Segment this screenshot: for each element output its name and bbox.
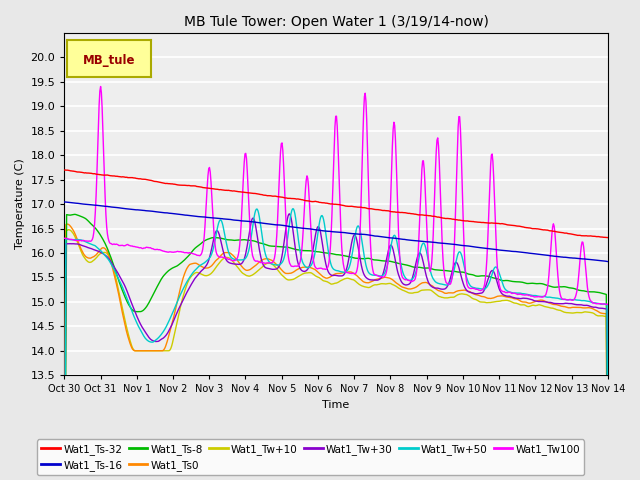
Wat1_Ts0 <box>403 286 411 291</box>
Wat1_Tw100 <box>211 239 219 245</box>
Line: Wat1_Tw+10: Wat1_Tw+10 <box>65 229 608 480</box>
Wat1_Tw+50 <box>70 237 78 242</box>
Wat1_Tw+30 <box>181 293 189 299</box>
Wat1_Tw+30 <box>419 257 426 263</box>
Wat1_Ts-32 <box>182 182 190 188</box>
X-axis label: Time: Time <box>323 400 349 410</box>
Wat1_Ts-32 <box>71 168 79 174</box>
Wat1_Tw100 <box>419 158 426 164</box>
Wat1_Tw+30 <box>285 211 293 217</box>
Wat1_Ts-16 <box>418 239 426 244</box>
Wat1_Tw+10 <box>403 289 411 295</box>
Wat1_Ts-8 <box>419 265 426 271</box>
Wat1_Tw100 <box>604 301 611 307</box>
Wat1_Ts-32 <box>61 167 68 173</box>
Wat1_Ts-16 <box>604 259 612 264</box>
Wat1_Ts-8 <box>182 255 190 261</box>
Wat1_Ts-16 <box>70 200 78 206</box>
Wat1_Ts-32 <box>419 212 426 218</box>
Wat1_Ts-32 <box>403 210 411 216</box>
Line: Wat1_Ts-16: Wat1_Ts-16 <box>65 202 608 262</box>
Wat1_Ts-32 <box>127 175 134 180</box>
Wat1_Ts0 <box>419 280 426 286</box>
Wat1_Ts-8 <box>127 305 134 311</box>
Wat1_Tw+10 <box>211 266 219 272</box>
Wat1_Tw100 <box>604 301 612 307</box>
Wat1_Ts-16 <box>181 212 189 218</box>
Wat1_Tw+10 <box>71 234 79 240</box>
Wat1_Ts-8 <box>70 212 78 217</box>
Line: Wat1_Ts-8: Wat1_Ts-8 <box>65 215 608 480</box>
Line: Wat1_Tw100: Wat1_Tw100 <box>65 86 608 304</box>
Wat1_Tw100 <box>127 243 134 249</box>
Line: Wat1_Tw+50: Wat1_Tw+50 <box>65 209 608 480</box>
Wat1_Ts-16 <box>126 206 134 212</box>
Title: MB Tule Tower: Open Water 1 (3/19/14-now): MB Tule Tower: Open Water 1 (3/19/14-now… <box>184 15 488 29</box>
Wat1_Ts-8 <box>211 235 219 240</box>
Wat1_Ts-16 <box>210 215 218 221</box>
Wat1_Ts-8 <box>403 262 411 268</box>
Line: Wat1_Ts0: Wat1_Ts0 <box>65 224 608 480</box>
Wat1_Tw+50 <box>419 241 426 247</box>
Wat1_Ts-32 <box>61 167 69 173</box>
Wat1_Tw100 <box>70 237 78 243</box>
Wat1_Tw100 <box>403 277 411 283</box>
Wat1_Tw+50 <box>126 303 134 309</box>
Wat1_Tw+30 <box>403 282 411 288</box>
Wat1_Tw+50 <box>403 276 411 282</box>
Wat1_Tw+50 <box>210 243 218 249</box>
Line: Wat1_Tw+30: Wat1_Tw+30 <box>65 214 608 480</box>
Wat1_Tw100 <box>61 235 68 241</box>
Wat1_Ts0 <box>127 343 134 348</box>
Wat1_Ts0 <box>63 221 71 227</box>
Wat1_Tw100 <box>97 84 104 89</box>
Wat1_Ts-16 <box>61 199 68 205</box>
Wat1_Ts-16 <box>402 237 410 242</box>
Wat1_Ts-32 <box>604 235 612 240</box>
Wat1_Tw+50 <box>289 206 296 212</box>
Legend: Wat1_Ts-32, Wat1_Ts-16, Wat1_Ts-8, Wat1_Ts0, Wat1_Tw+10, Wat1_Tw+30, Wat1_Tw+50,: Wat1_Ts-32, Wat1_Ts-16, Wat1_Ts-8, Wat1_… <box>37 439 584 475</box>
Wat1_Tw+10 <box>127 340 134 346</box>
Line: Wat1_Ts-32: Wat1_Ts-32 <box>65 170 608 238</box>
Y-axis label: Temperature (C): Temperature (C) <box>15 159 25 250</box>
Wat1_Tw+30 <box>210 235 218 240</box>
Wat1_Tw100 <box>182 250 190 255</box>
Wat1_Ts0 <box>182 267 190 273</box>
Wat1_Ts-32 <box>211 186 219 192</box>
Wat1_Tw+10 <box>419 287 426 293</box>
Wat1_Tw+10 <box>65 227 73 232</box>
Wat1_Ts0 <box>211 259 219 265</box>
Wat1_Tw+10 <box>182 284 190 290</box>
Wat1_Ts0 <box>71 231 79 237</box>
Wat1_Tw+30 <box>70 241 78 247</box>
Wat1_Tw+50 <box>181 282 189 288</box>
Wat1_Ts-8 <box>71 212 79 217</box>
Wat1_Tw+30 <box>126 297 134 302</box>
